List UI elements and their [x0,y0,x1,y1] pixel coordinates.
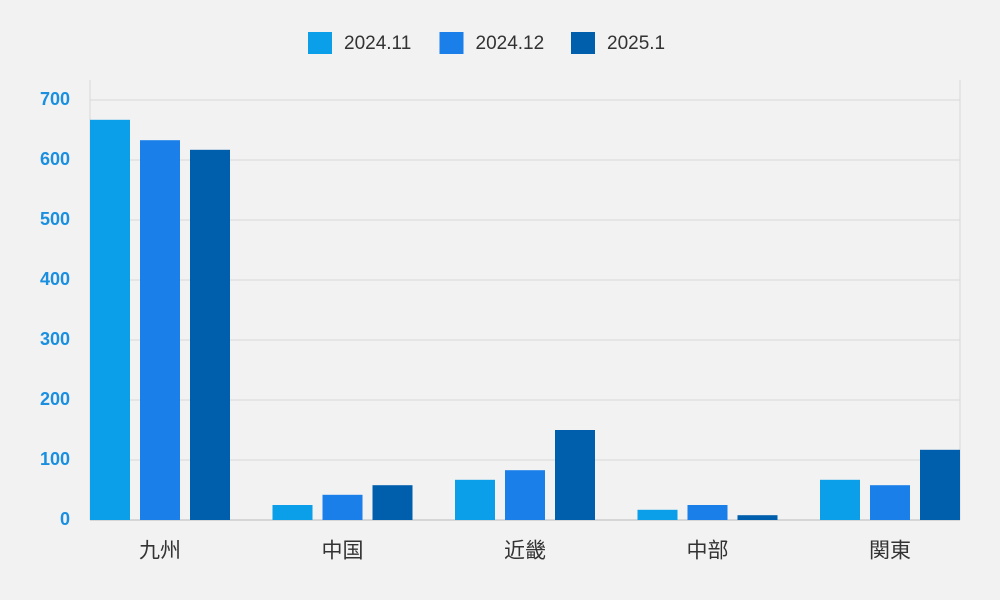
bar [555,430,595,520]
bar [737,515,778,520]
y-tick-label: 500 [40,209,70,229]
bar [272,505,313,520]
legend-swatch [439,32,464,54]
legend-label: 2025.1 [607,33,665,54]
y-tick-label: 700 [40,89,70,109]
x-tick-label: 中国 [322,540,364,563]
bar [140,140,180,520]
bar [870,485,910,520]
y-tick-label: 100 [40,449,70,469]
y-tick-label: 600 [40,149,70,169]
x-tick-label: 近畿 [504,540,546,563]
bar [190,149,230,521]
bar [90,119,130,521]
bar [637,509,678,520]
bar [920,449,960,520]
x-tick-label: 関東 [869,540,911,563]
bar [505,470,545,520]
bar [455,479,495,520]
bar [820,479,860,520]
x-tick-label: 中部 [687,540,729,563]
legend-swatch [308,32,332,54]
x-tick-label: 九州 [139,540,181,563]
y-tick-label: 300 [40,329,70,349]
bar [322,494,363,520]
y-tick-label: 400 [40,269,70,289]
y-tick-label: 200 [40,389,70,409]
bar [687,505,728,520]
y-tick-label: 0 [60,509,70,529]
legend-label: 2024.12 [476,33,545,54]
legend-label: 2024.11 [344,33,411,54]
legend-swatch [571,32,595,54]
bar [372,485,413,520]
